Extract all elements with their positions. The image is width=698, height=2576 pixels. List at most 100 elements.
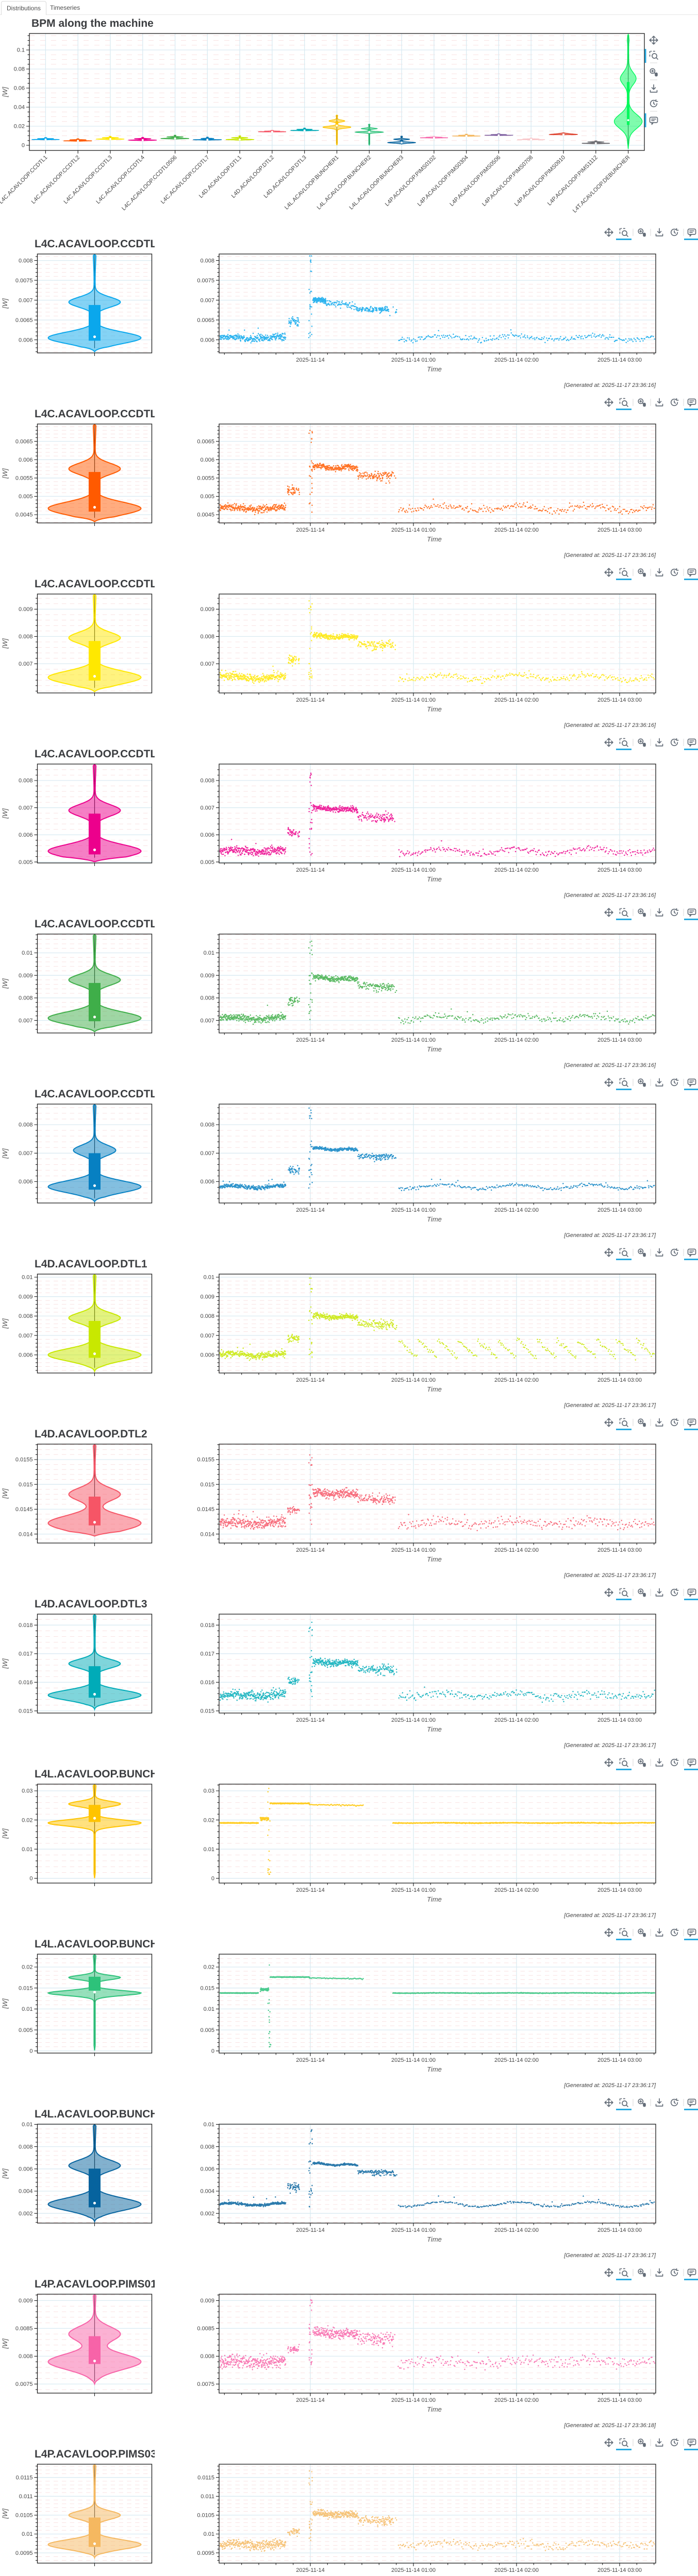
svg-text:0.002: 0.002 [19, 2211, 33, 2217]
svg-text:0.0065: 0.0065 [197, 317, 214, 324]
svg-text:0.008: 0.008 [19, 778, 33, 784]
svg-text:[Generated at: 2025-11-17 23:3: [Generated at: 2025-11-17 23:36:17] [563, 1572, 656, 1579]
svg-text:Time: Time [427, 1045, 442, 1053]
svg-text:2025-11-14 03:00: 2025-11-14 03:00 [597, 2397, 642, 2403]
svg-text:0.007: 0.007 [19, 1333, 33, 1339]
svg-text:0.04: 0.04 [14, 105, 25, 111]
svg-text:0.007: 0.007 [200, 1018, 214, 1024]
svg-text:0.009: 0.009 [200, 2298, 214, 2304]
svg-text:0.007: 0.007 [19, 297, 33, 303]
svg-text:0.017: 0.017 [19, 1651, 33, 1657]
svg-text:0.011: 0.011 [201, 2494, 214, 2500]
svg-text:0.1: 0.1 [17, 47, 25, 54]
svg-text:2025-11-14 01:00: 2025-11-14 01:00 [391, 1037, 436, 1043]
svg-text:2025-11-14 02:00: 2025-11-14 02:00 [494, 1207, 539, 1213]
svg-text:0.009: 0.009 [200, 606, 214, 613]
svg-text:0.0115: 0.0115 [197, 2475, 214, 2481]
svg-text:2025-11-14: 2025-11-14 [296, 1207, 324, 1213]
svg-text:0.006: 0.006 [200, 1179, 214, 1185]
svg-text:0.005: 0.005 [200, 859, 214, 866]
svg-text:0.01: 0.01 [22, 1846, 32, 1853]
svg-text:Time: Time [427, 2235, 442, 2243]
svg-text:Time: Time [427, 1385, 442, 1393]
svg-text:0.015: 0.015 [200, 1482, 214, 1488]
svg-text:0: 0 [22, 143, 25, 149]
svg-text:0.006: 0.006 [200, 832, 214, 838]
svg-text:0.03: 0.03 [22, 1788, 32, 1794]
svg-text:0.0085: 0.0085 [197, 2326, 214, 2332]
svg-text:0.005: 0.005 [19, 494, 33, 500]
svg-text:[W]: [W] [1, 2338, 9, 2349]
svg-text:0.014: 0.014 [19, 1531, 33, 1537]
svg-text:0.0065: 0.0065 [15, 317, 33, 324]
svg-text:0.009: 0.009 [200, 973, 214, 979]
svg-text:0.0095: 0.0095 [197, 2550, 214, 2556]
svg-text:0.008: 0.008 [200, 995, 214, 1002]
svg-text:Time: Time [427, 875, 442, 883]
svg-text:2025-11-14: 2025-11-14 [296, 1887, 324, 1893]
svg-text:2025-11-14: 2025-11-14 [296, 697, 324, 703]
svg-text:Time: Time [427, 2065, 442, 2073]
svg-text:[W]: [W] [1, 468, 9, 479]
svg-text:2025-11-14 02:00: 2025-11-14 02:00 [494, 1887, 539, 1893]
svg-text:2025-11-14 03:00: 2025-11-14 03:00 [597, 1207, 642, 1213]
svg-text:L4L.ACAVLOOP.BUNCHER3: L4L.ACAVLOOP.BUNCHER3 [348, 155, 405, 211]
svg-text:2025-11-14: 2025-11-14 [296, 1037, 324, 1043]
svg-text:0.016: 0.016 [19, 1680, 33, 1686]
svg-text:0.015: 0.015 [19, 1985, 33, 1991]
svg-text:[W]: [W] [1, 1318, 9, 1329]
svg-text:0.0045: 0.0045 [15, 512, 33, 518]
svg-text:0.01: 0.01 [22, 1275, 32, 1281]
svg-text:0.0145: 0.0145 [15, 1506, 33, 1513]
svg-text:0.008: 0.008 [200, 1122, 214, 1128]
svg-text:BPM along the machine: BPM along the machine [31, 18, 154, 29]
svg-text:0.008: 0.008 [200, 778, 214, 784]
svg-text:0.006: 0.006 [19, 1179, 33, 1185]
svg-text:[W]: [W] [1, 1488, 9, 1499]
svg-text:0.01: 0.01 [22, 2122, 32, 2128]
svg-text:0.008: 0.008 [19, 2353, 33, 2360]
svg-text:2025-11-14: 2025-11-14 [296, 1377, 324, 1383]
svg-text:0.008: 0.008 [19, 2144, 33, 2150]
svg-text:2025-11-14 03:00: 2025-11-14 03:00 [597, 1037, 642, 1043]
svg-text:0.08: 0.08 [14, 66, 25, 73]
svg-text:0.008: 0.008 [200, 634, 214, 640]
svg-text:[Generated at: 2025-11-17 23:3: [Generated at: 2025-11-17 23:36:17] [563, 1402, 656, 1409]
svg-text:0.01: 0.01 [22, 950, 32, 956]
svg-text:Time: Time [427, 2405, 442, 2413]
svg-text:0.0065: 0.0065 [197, 438, 214, 445]
svg-text:0.009: 0.009 [200, 1294, 214, 1300]
svg-text:L4L.ACAVLOOP.BUNCHER1: L4L.ACAVLOOP.BUNCHER1 [284, 155, 340, 211]
svg-text:0.02: 0.02 [204, 1964, 214, 1971]
svg-text:0.0155: 0.0155 [197, 1457, 214, 1463]
svg-text:[W]: [W] [1, 298, 9, 309]
svg-text:Time: Time [427, 1895, 442, 1903]
svg-text:0.01: 0.01 [204, 950, 214, 956]
svg-text:2025-11-14: 2025-11-14 [296, 867, 324, 873]
svg-text:0.009: 0.009 [19, 1294, 33, 1300]
svg-text:2025-11-14 02:00: 2025-11-14 02:00 [494, 697, 539, 703]
svg-text:0.006: 0.006 [200, 1352, 214, 1359]
svg-text:0.008: 0.008 [19, 1313, 33, 1319]
svg-text:[W]: [W] [1, 1998, 9, 2009]
svg-text:0.008: 0.008 [200, 1313, 214, 1319]
svg-text:Time: Time [427, 705, 442, 713]
svg-text:2025-11-14 03:00: 2025-11-14 03:00 [597, 697, 642, 703]
svg-text:2025-11-14 01:00: 2025-11-14 01:00 [391, 527, 436, 533]
svg-text:0.008: 0.008 [200, 258, 214, 264]
svg-text:0.02: 0.02 [14, 124, 25, 130]
svg-text:2025-11-14: 2025-11-14 [296, 527, 324, 533]
svg-text:0.02: 0.02 [22, 1964, 32, 1971]
svg-text:0.018: 0.018 [19, 1622, 33, 1629]
svg-text:[Generated at: 2025-11-17 23:3: [Generated at: 2025-11-17 23:36:16] [563, 382, 656, 388]
svg-text:0.008: 0.008 [19, 1122, 33, 1128]
svg-text:2025-11-14 01:00: 2025-11-14 01:00 [391, 2057, 436, 2063]
svg-text:2025-11-14 02:00: 2025-11-14 02:00 [494, 2397, 539, 2403]
svg-text:0.0065: 0.0065 [15, 438, 33, 445]
svg-text:0.02: 0.02 [22, 1817, 32, 1823]
svg-text:2025-11-14 03:00: 2025-11-14 03:00 [597, 867, 642, 873]
svg-text:0.007: 0.007 [200, 297, 214, 303]
svg-text:0.0085: 0.0085 [15, 2326, 33, 2332]
svg-text:2025-11-14 02:00: 2025-11-14 02:00 [494, 1377, 539, 1383]
svg-text:0.006: 0.006 [19, 337, 33, 343]
